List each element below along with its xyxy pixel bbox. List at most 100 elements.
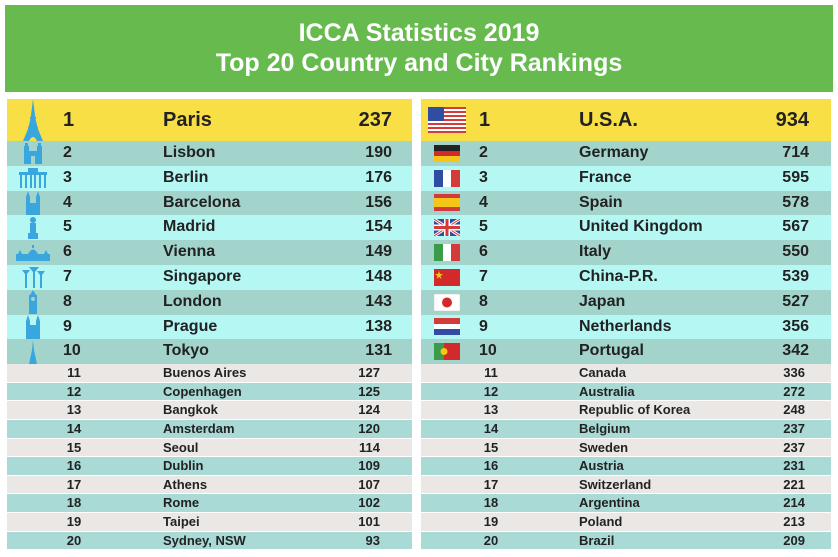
country-rank: 3 [479,168,488,186]
city-meetings-count: 149 [365,243,392,261]
country-meetings-count: 567 [782,218,809,236]
city-rank: 12 [66,383,82,399]
city-meetings-count: 176 [365,168,392,186]
country-name: Germany [579,144,649,161]
country-row: 11 Canada 336 [421,364,831,383]
country-row: 14 Belgium 237 [421,419,831,439]
usa-flag-icon [425,99,469,141]
city-name: Tokyo [163,342,209,360]
city-rank: 11 [67,365,81,381]
country-rank: 14 [483,420,499,436]
city-rank: 14 [66,420,82,436]
country-rank: 17 [483,476,499,492]
country-meetings-count: 213 [783,513,805,529]
city-meetings-count: 148 [365,267,392,285]
country-name: Switzerland [579,476,652,492]
country-rank: 10 [479,342,497,360]
country-rank: 6 [479,243,488,261]
city-row: 12 Copenhagen 125 [7,382,412,402]
city-name: London [163,292,222,310]
city-meetings-count: 138 [365,317,392,335]
country-rank: 9 [479,317,488,335]
title-line-1: ICCA Statistics 2019 [298,19,540,47]
country-meetings-count: 231 [783,458,805,474]
city-rankings-table: 1 Paris 237 2 Lisbon 190 3 Berlin 176 4 Barcelona 1… [7,99,412,551]
city-row: 8 London 143 [7,289,412,315]
country-row: 9 Netherlands 356 [421,314,831,340]
country-rank: 16 [483,458,499,474]
city-meetings-count: 143 [365,292,392,310]
city-row: 6 Vienna 149 [7,240,412,265]
tokyo-tower-icon [11,339,55,364]
city-rank: 13 [66,402,82,418]
france-flag-icon [425,166,469,191]
city-row: 4 Barcelona 156 [7,190,412,216]
city-rank: 2 [63,144,72,161]
sagrada-familia-icon [11,190,55,216]
country-meetings-count: 237 [783,420,805,436]
city-name: Madrid [163,218,216,236]
city-meetings-count: 154 [365,218,392,236]
country-meetings-count: 595 [782,168,809,186]
country-row: 18 Argentina 214 [421,494,831,513]
city-name: Rome [163,495,200,511]
city-name: Sydney, NSW [163,532,246,548]
city-name: Athens [163,476,208,492]
country-rank: 4 [479,193,488,211]
city-meetings-count: 114 [359,439,380,455]
city-name: Seoul [163,439,199,455]
city-row: 19 Taipei 101 [7,512,412,532]
country-row: 10 Portugal 342 [421,339,831,365]
country-meetings-count: 221 [783,476,805,492]
city-name: Copenhagen [163,383,242,399]
city-rank: 8 [63,292,72,310]
country-meetings-count: 342 [782,342,809,360]
portugal-flag-icon [425,339,469,364]
country-rank: 15 [483,439,499,455]
country-name: Poland [579,513,623,529]
city-name: Lisbon [163,144,216,161]
country-name: France [579,168,632,186]
country-row: 7 China-P.R. 539 [421,264,831,290]
country-meetings-count: 237 [783,439,805,455]
city-meetings-count: 125 [358,383,380,399]
country-name: Spain [579,193,623,211]
city-row: 7 Singapore 148 [7,264,412,290]
country-row: 13 Republic of Korea 248 [421,401,831,420]
city-name: Paris [163,109,212,131]
china-flag-icon [425,265,469,290]
city-meetings-count: 124 [358,402,380,418]
city-name: Vienna [163,243,216,261]
country-rank: 1 [479,109,491,131]
city-row: 5 Madrid 154 [7,215,412,241]
country-rank: 7 [479,267,488,285]
country-rank: 19 [483,513,499,529]
country-row: 12 Australia 272 [421,382,831,402]
city-meetings-count: 237 [358,109,392,131]
country-rank: 11 [484,365,498,381]
city-row: 13 Bangkok 124 [7,401,412,420]
city-rank: 17 [66,476,82,492]
city-meetings-count: 131 [365,342,392,360]
madrid-monument-icon [11,215,55,240]
country-row: 15 Sweden 237 [421,438,831,458]
country-row: 5 United Kingdom 567 [421,215,831,241]
city-rank: 20 [66,532,82,548]
city-meetings-count: 102 [358,495,380,511]
city-row: 3 Berlin 176 [7,165,412,191]
city-meetings-count: 190 [365,144,392,161]
city-meetings-count: 93 [365,532,380,548]
city-meetings-count: 156 [365,193,392,211]
country-name: Austria [579,458,624,474]
city-meetings-count: 109 [358,458,380,474]
city-name: Singapore [163,267,242,285]
country-row: 1 U.S.A. 934 [421,99,831,141]
country-meetings-count: 578 [782,193,809,211]
city-rank: 16 [66,458,82,474]
country-meetings-count: 248 [783,402,805,418]
country-name: Australia [579,383,635,399]
country-rank: 18 [483,495,499,511]
title-banner: ICCA Statistics 2019 Top 20 Country and … [5,5,833,92]
netherlands-flag-icon [425,315,469,340]
city-row: 16 Dublin 109 [7,457,412,476]
